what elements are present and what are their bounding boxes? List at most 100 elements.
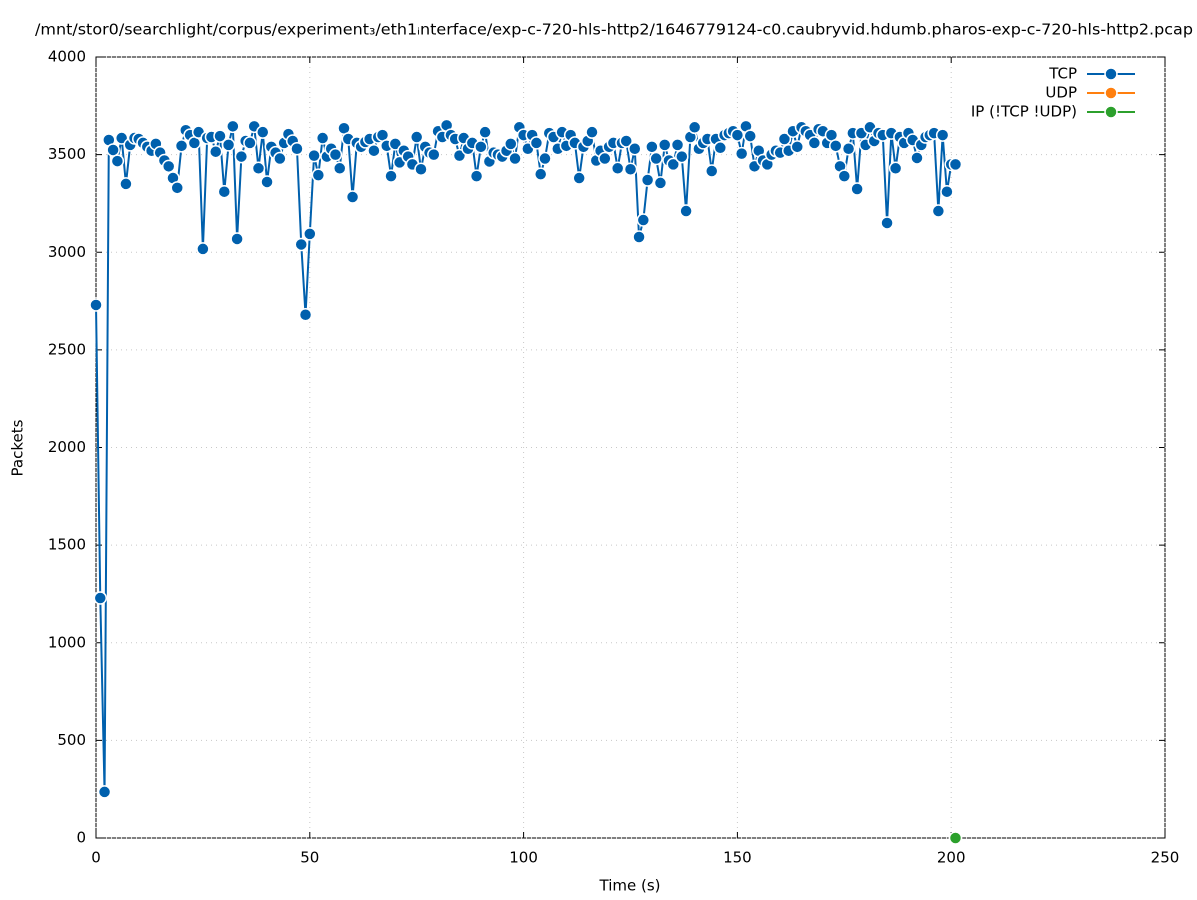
- legend-label: IP (!TCP !UDP): [971, 103, 1077, 121]
- data-point: [713, 141, 728, 155]
- data-point: [409, 130, 424, 144]
- y-tick-label: 0: [76, 829, 86, 847]
- data-point: [367, 143, 381, 158]
- y-tick-label: 3500: [48, 145, 86, 163]
- series-line: [95, 122, 956, 792]
- data-point: [675, 149, 689, 164]
- data-point: [948, 831, 963, 845]
- data-point: [730, 128, 745, 142]
- data-point: [307, 148, 321, 163]
- data-point: [221, 138, 236, 152]
- data-point: [679, 204, 693, 218]
- data-point: [234, 149, 249, 164]
- legend-swatch: [1104, 105, 1118, 119]
- data-point: [478, 125, 492, 139]
- data-point: [734, 146, 749, 161]
- data-point: [208, 144, 223, 159]
- x-tick-label: 100: [509, 849, 538, 867]
- data-point: [290, 142, 304, 156]
- data-point: [529, 136, 544, 150]
- x-tick-label: 50: [300, 849, 319, 867]
- data-point: [619, 134, 633, 148]
- data-point: [743, 129, 757, 143]
- data-point: [649, 151, 663, 166]
- chart-title: /mnt/stor0/searchlight/corpus/experiment…: [35, 21, 1193, 39]
- data-point: [251, 161, 266, 176]
- data-point: [888, 161, 903, 176]
- data-point: [161, 159, 176, 174]
- data-point: [623, 162, 638, 177]
- data-point: [89, 298, 103, 312]
- data-point: [777, 132, 792, 146]
- y-tick-label: 2500: [48, 340, 86, 358]
- data-point: [427, 147, 441, 162]
- data-point: [504, 137, 518, 151]
- data-point: [119, 177, 133, 191]
- data-point: [303, 227, 317, 241]
- data-point: [533, 167, 548, 181]
- data-point: [657, 138, 672, 152]
- data-point: [170, 181, 184, 195]
- data-point: [315, 131, 330, 145]
- data-point: [311, 168, 326, 182]
- y-tick-label: 1500: [48, 536, 86, 554]
- data-point: [226, 119, 240, 134]
- data-point: [948, 157, 963, 172]
- y-tick-label: 3000: [48, 243, 86, 261]
- data-point: [628, 142, 642, 156]
- data-point: [632, 230, 646, 244]
- data-point: [508, 151, 522, 166]
- data-point: [807, 136, 822, 150]
- data-point: [474, 140, 488, 154]
- data-point: [931, 204, 946, 218]
- data-point: [640, 173, 655, 187]
- y-tick-label: 4000: [48, 48, 86, 66]
- y-tick-label: 500: [57, 731, 86, 749]
- data-point: [940, 184, 954, 199]
- data-point: [653, 176, 668, 190]
- data-point: [97, 785, 112, 799]
- data-point: [828, 139, 843, 153]
- data-point: [230, 232, 244, 246]
- data-point: [585, 125, 599, 139]
- data-point: [384, 169, 398, 183]
- legend-swatch: [1104, 67, 1118, 81]
- legend-label: UDP: [1045, 84, 1077, 102]
- x-tick-label: 200: [937, 849, 966, 867]
- legend-swatch: [1104, 86, 1118, 100]
- data-point: [610, 161, 625, 176]
- data-point: [298, 307, 313, 322]
- data-point: [837, 169, 852, 183]
- data-point: [935, 128, 950, 142]
- data-point: [666, 157, 681, 172]
- data-point: [790, 140, 805, 154]
- y-tick-label: 1000: [48, 633, 86, 651]
- data-point: [687, 120, 702, 135]
- data-point: [174, 139, 189, 153]
- data-point: [572, 171, 586, 185]
- data-point: [213, 129, 227, 143]
- data-point: [345, 190, 360, 204]
- data-point: [538, 151, 552, 166]
- data-point: [332, 161, 347, 176]
- data-point: [328, 147, 343, 162]
- data-point: [670, 138, 685, 152]
- x-tick-label: 0: [91, 849, 101, 867]
- data-point: [636, 213, 651, 227]
- data-point: [414, 162, 428, 177]
- data-point: [294, 237, 308, 252]
- data-point: [645, 140, 659, 154]
- data-point: [93, 591, 108, 605]
- x-tick-label: 150: [723, 849, 752, 867]
- data-point: [110, 154, 125, 168]
- data-point: [469, 169, 484, 183]
- data-point: [598, 151, 612, 166]
- data-point: [256, 125, 270, 139]
- y-axis-label: Packets: [9, 419, 27, 476]
- legend-label: TCP: [1048, 65, 1077, 83]
- data-point: [910, 151, 924, 165]
- data-point: [217, 184, 232, 199]
- data-point: [704, 164, 719, 178]
- data-point: [243, 136, 257, 150]
